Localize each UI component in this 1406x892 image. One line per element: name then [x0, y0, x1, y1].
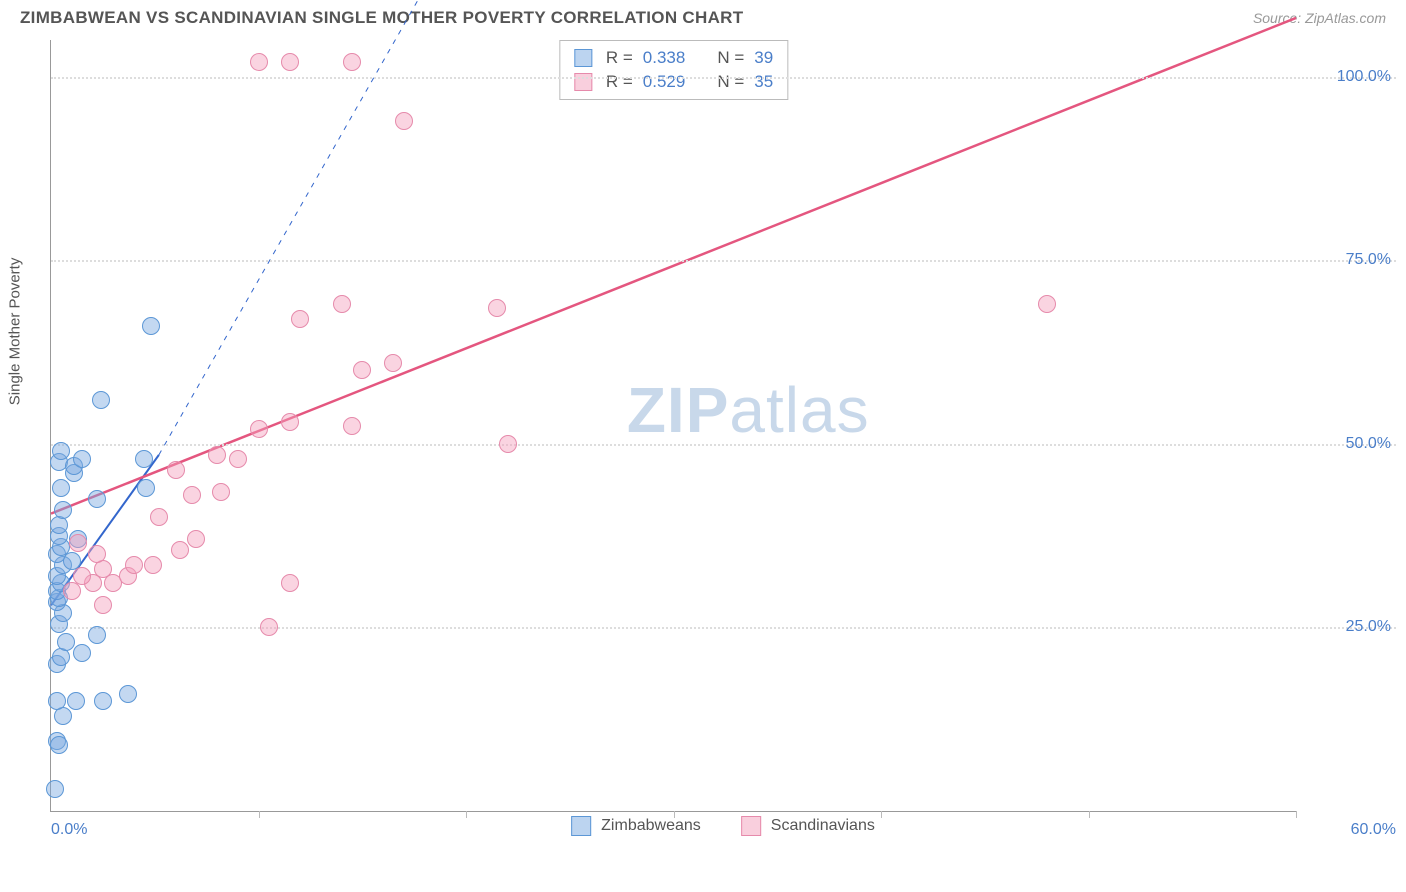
scatter-point [291, 310, 309, 328]
chart-title: ZIMBABWEAN VS SCANDINAVIAN SINGLE MOTHER… [20, 8, 743, 28]
x-tick-label: 0.0% [51, 821, 87, 839]
scatter-point [135, 450, 153, 468]
stats-r-label: R = [606, 72, 633, 92]
scatter-point [250, 53, 268, 71]
scatter-point [46, 780, 64, 798]
scatter-point [48, 692, 66, 710]
scatter-point [150, 508, 168, 526]
scatter-point [73, 567, 91, 585]
scatter-point [94, 692, 112, 710]
stats-row: R = 0.529 N = 35 [574, 70, 773, 94]
stats-swatch [574, 49, 592, 67]
scatter-point [125, 556, 143, 574]
scatter-point [137, 479, 155, 497]
source-attribution: Source: ZipAtlas.com [1253, 10, 1386, 26]
scatter-point [1038, 295, 1056, 313]
scatter-point [488, 299, 506, 317]
stats-n-label: N = [717, 48, 744, 68]
scatter-point [144, 556, 162, 574]
y-axis-label: Single Mother Poverty [7, 258, 24, 406]
header: ZIMBABWEAN VS SCANDINAVIAN SINGLE MOTHER… [0, 0, 1406, 32]
scatter-point [281, 413, 299, 431]
x-tick [881, 811, 882, 818]
scatter-point [333, 295, 351, 313]
stats-r-value: 0.529 [643, 72, 686, 92]
legend-label: Scandinavians [771, 817, 875, 835]
scatter-point [260, 618, 278, 636]
scatter-point [183, 486, 201, 504]
scatter-point [281, 574, 299, 592]
stats-r-value: 0.338 [643, 48, 686, 68]
scatter-point [395, 112, 413, 130]
x-tick [259, 811, 260, 818]
scatter-point [119, 685, 137, 703]
stats-box: R = 0.338 N = 39 R = 0.529 N = 35 [559, 40, 788, 100]
y-tick-label: 25.0% [1301, 618, 1391, 636]
legend-item: Zimbabweans [571, 816, 701, 836]
stats-n-label: N = [717, 72, 744, 92]
y-tick-label: 50.0% [1301, 435, 1391, 453]
trend-lines [51, 40, 1296, 811]
grid-line [51, 627, 1396, 629]
scatter-point [212, 483, 230, 501]
stats-swatch [574, 73, 592, 91]
scatter-point [171, 541, 189, 559]
scatter-point [69, 534, 87, 552]
chart-container: Single Mother Poverty ZIPatlas R =0.338N… [50, 40, 1396, 842]
scatter-point [250, 420, 268, 438]
scatter-point [88, 545, 106, 563]
scatter-point [52, 479, 70, 497]
scatter-point [229, 450, 247, 468]
scatter-point [92, 391, 110, 409]
scatter-point [73, 644, 91, 662]
legend: Zimbabweans Scandinavians [571, 816, 875, 836]
scatter-point [343, 417, 361, 435]
scatter-point [52, 442, 70, 460]
legend-swatch [571, 816, 591, 836]
scatter-point [499, 435, 517, 453]
stats-n-value: 39 [754, 48, 773, 68]
scatter-point [54, 501, 72, 519]
legend-swatch [741, 816, 761, 836]
scatter-point [88, 490, 106, 508]
y-tick-label: 100.0% [1301, 68, 1391, 86]
grid-line [51, 444, 1396, 446]
scatter-point [353, 361, 371, 379]
stats-n-value: 35 [754, 72, 773, 92]
grid-line [51, 260, 1396, 262]
scatter-point [142, 317, 160, 335]
x-tick-label: 60.0% [1306, 821, 1396, 839]
x-tick [1089, 811, 1090, 818]
stats-row: R = 0.338 N = 39 [574, 46, 773, 70]
y-tick-label: 75.0% [1301, 251, 1391, 269]
scatter-point [384, 354, 402, 372]
stats-r-label: R = [606, 48, 633, 68]
scatter-point [94, 596, 112, 614]
x-tick [466, 811, 467, 818]
scatter-point [281, 53, 299, 71]
scatter-point [50, 736, 68, 754]
scatter-point [208, 446, 226, 464]
scatter-point [88, 626, 106, 644]
scatter-point [167, 461, 185, 479]
scatter-point [343, 53, 361, 71]
scatter-point [67, 692, 85, 710]
scatter-point [187, 530, 205, 548]
x-tick [1296, 811, 1297, 818]
legend-item: Scandinavians [741, 816, 875, 836]
scatter-point [57, 633, 75, 651]
grid-line [51, 77, 1396, 79]
scatter-point [73, 450, 91, 468]
legend-label: Zimbabweans [601, 817, 701, 835]
plot-area: ZIPatlas R =0.338N =39R =0.529N =35 25.0… [50, 40, 1296, 812]
